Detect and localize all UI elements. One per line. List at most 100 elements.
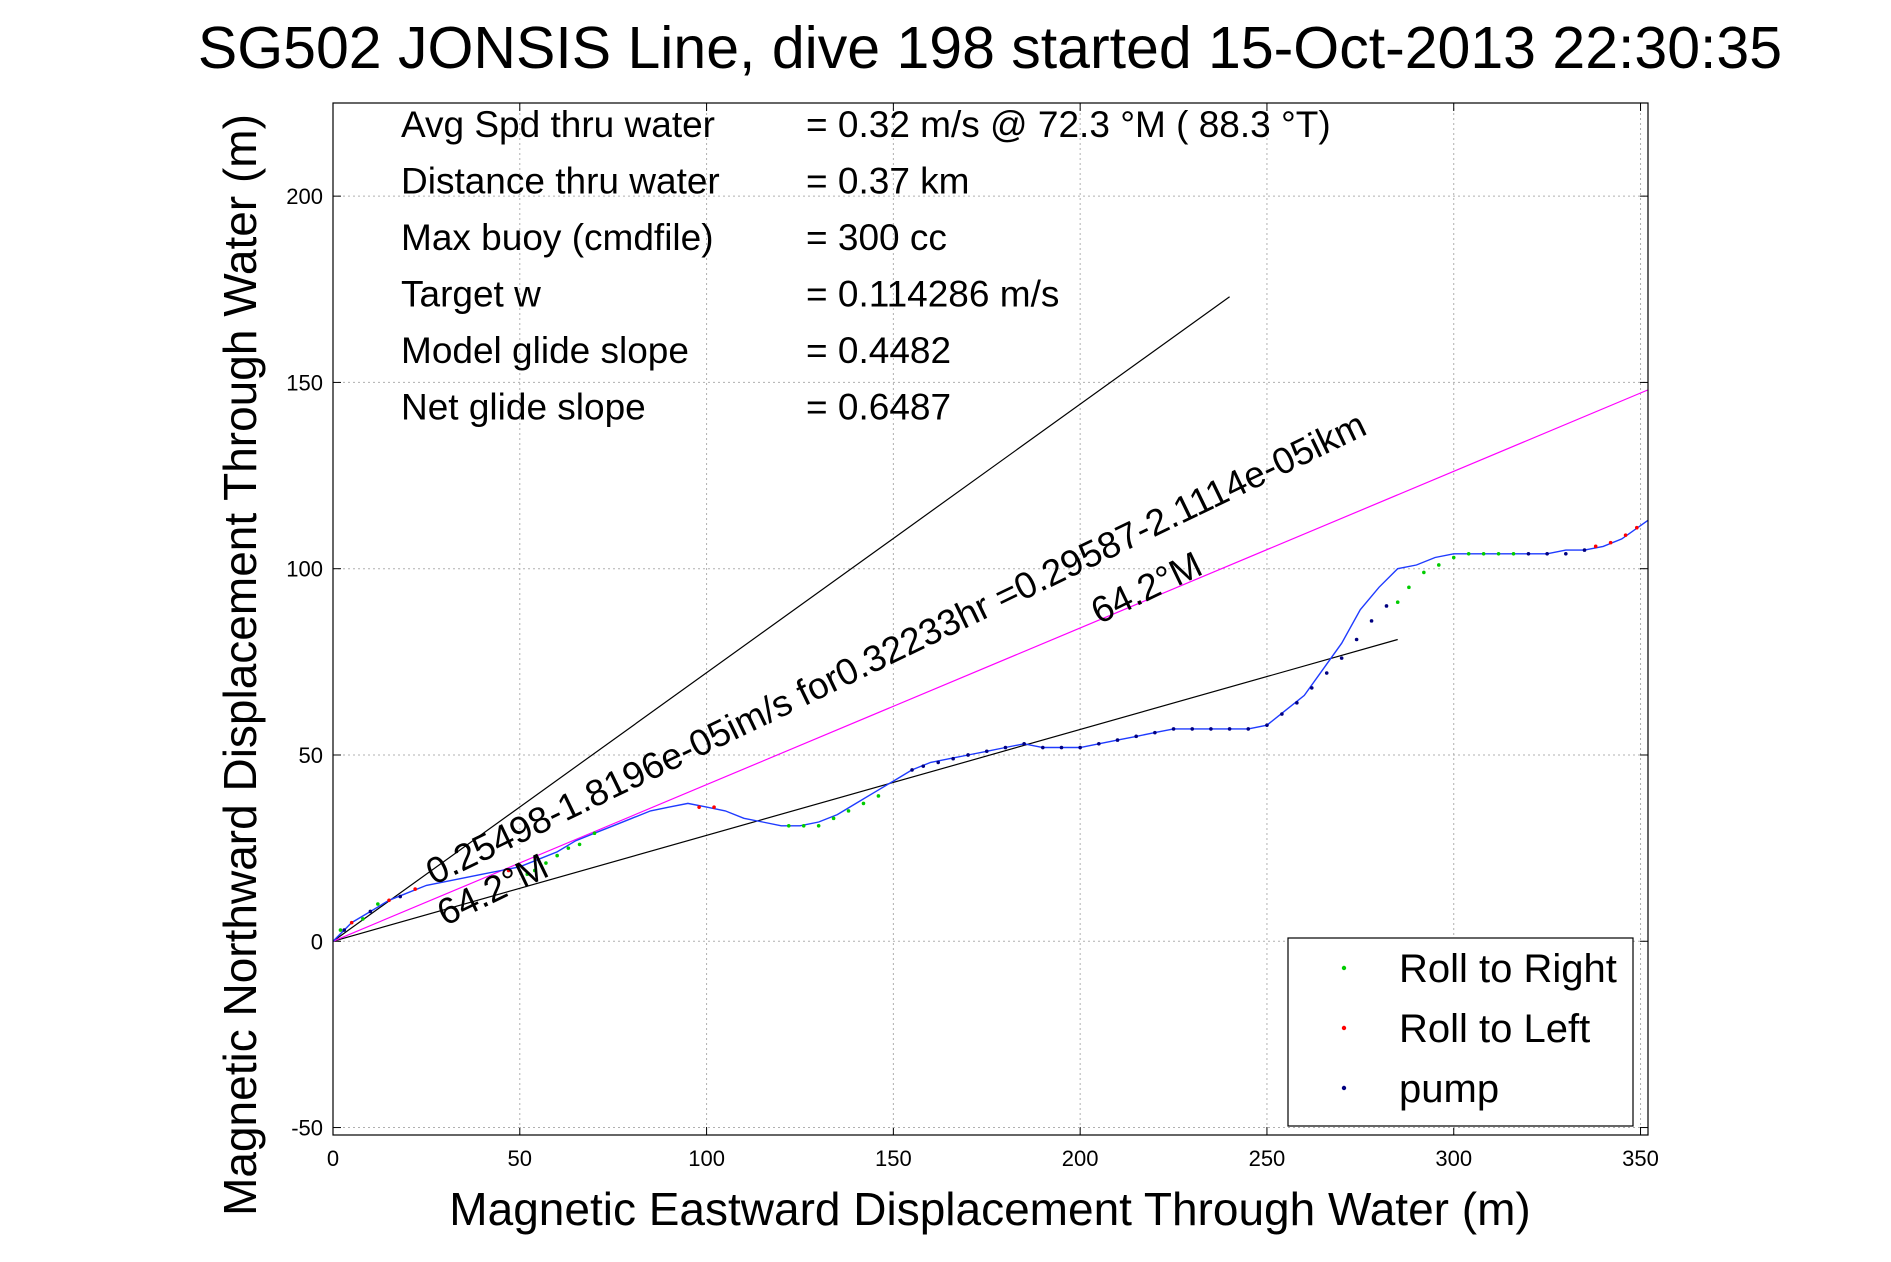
pump-point [921, 764, 926, 768]
x-tick-label: 100 [688, 1146, 725, 1171]
pump-point [1227, 727, 1232, 731]
roll-to-right-point [1407, 585, 1411, 590]
pump-point [1564, 552, 1568, 556]
pump-point [1209, 727, 1213, 731]
pump-point [1115, 738, 1120, 742]
y-tick-label: 200 [286, 184, 323, 209]
x-tick-label: 250 [1249, 1146, 1286, 1171]
roll-to-left-point [1608, 540, 1613, 545]
x-tick-label: 150 [875, 1146, 912, 1171]
roll-to-right-point [801, 823, 806, 828]
pump-point [951, 756, 955, 761]
pump-point [342, 928, 347, 932]
legend-entry: pump [1399, 1067, 1499, 1111]
legend-entry: Roll to Left [1399, 1007, 1590, 1051]
roll-to-left-point [1593, 544, 1598, 549]
pump-point [966, 753, 970, 757]
roll-to-right-point [361, 917, 365, 921]
roll-to-left-point [413, 887, 417, 891]
roll-to-right-point [1451, 555, 1456, 560]
pump-point [398, 894, 403, 899]
roll-to-right-point [1422, 570, 1426, 575]
pump-point [1003, 745, 1008, 750]
pump-point [1384, 604, 1389, 608]
info-label: Distance thru water [401, 161, 720, 202]
pump-point [1545, 552, 1549, 556]
pump-point [1295, 701, 1299, 705]
roll-to-left-point [712, 805, 716, 809]
chart-title: SG502 JONSIS Line, dive 198 started 15-O… [198, 15, 1782, 81]
roll-to-right-point [1481, 552, 1486, 556]
x-tick-label: 300 [1435, 1146, 1472, 1171]
pump-point [1059, 745, 1064, 750]
roll-to-left-point [387, 898, 391, 903]
x-tick-label: 50 [508, 1146, 532, 1171]
roll-to-left-point [349, 920, 354, 925]
pump-point [1280, 712, 1284, 716]
roll-to-right-point [532, 868, 537, 873]
legend-marker [1341, 965, 1347, 971]
pump-point [1097, 742, 1101, 746]
roll-to-right-point [592, 831, 597, 836]
y-axis-label: Magnetic Northward Displacement Through … [214, 114, 266, 1216]
roll-to-right-point [525, 872, 530, 877]
info-value: = 0.32 m/s @ 72.3 °M ( 88.3 °T) [806, 104, 1331, 145]
info-value: = 0.6487 [806, 387, 951, 428]
roll-to-right-point [786, 823, 791, 828]
pump-point [1041, 745, 1045, 750]
pump-point [1582, 548, 1587, 552]
pump-point [910, 768, 914, 772]
roll-to-right-point [1511, 552, 1516, 556]
info-label: Target w [401, 274, 541, 315]
roll-to-right-point [1395, 600, 1400, 605]
pump-point [368, 909, 373, 914]
legend: Roll to Right Roll to Left pump [1287, 937, 1634, 1127]
pump-point [1078, 745, 1082, 750]
info-value: = 0.37 km [806, 161, 970, 202]
y-tick-label: 50 [299, 743, 323, 768]
info-box: Avg Spd thru water = 0.32 m/s @ 72.3 °M (… [401, 104, 1331, 428]
legend-entry: Roll to Right [1399, 947, 1617, 991]
roll-to-left-point [697, 805, 701, 809]
info-label: Model glide slope [401, 330, 689, 371]
pump-point [1134, 734, 1138, 739]
pump-point [1309, 686, 1314, 690]
roll-to-right-point [1436, 563, 1441, 567]
roll-to-right-point [376, 902, 380, 906]
pump-point [1324, 671, 1329, 675]
pump-point [1265, 723, 1269, 727]
pump-point [1369, 619, 1374, 623]
roll-to-right-point [577, 842, 582, 847]
roll-to-right-point [1466, 552, 1471, 556]
pump-point [1153, 730, 1157, 735]
roll-to-left-point [1623, 533, 1628, 537]
pump-point [1022, 742, 1026, 746]
roll-to-right-point [816, 823, 821, 828]
info-value: = 300 cc [806, 217, 947, 258]
pump-point [1354, 637, 1359, 642]
info-label: Net glide slope [401, 387, 646, 428]
x-tick-label: 0 [327, 1146, 339, 1171]
pump-point [1171, 727, 1176, 731]
resultant-line [332, 389, 1649, 942]
info-value: = 0.114286 m/s [806, 274, 1059, 315]
x-tick-label: 200 [1062, 1146, 1099, 1171]
pump-point [984, 749, 989, 754]
reference-line-2 [332, 638, 1398, 942]
roll-to-right-point [876, 794, 881, 798]
info-label: Avg Spd thru water [401, 104, 715, 145]
pump-point [1526, 552, 1531, 556]
pump-point [936, 760, 940, 765]
roll-to-right-point [544, 861, 548, 865]
y-tick-label: -50 [291, 1116, 323, 1141]
roll-to-right-point [1496, 552, 1501, 556]
info-value: = 0.4482 [806, 330, 951, 371]
roll-to-right-point [831, 816, 836, 821]
roll-to-right-point [555, 853, 559, 858]
roll-to-right-point [338, 928, 343, 932]
roll-to-right-point [846, 809, 851, 813]
plot-frame [332, 102, 1649, 1136]
roll-to-left-point [506, 868, 511, 873]
pump-point [1190, 727, 1195, 731]
